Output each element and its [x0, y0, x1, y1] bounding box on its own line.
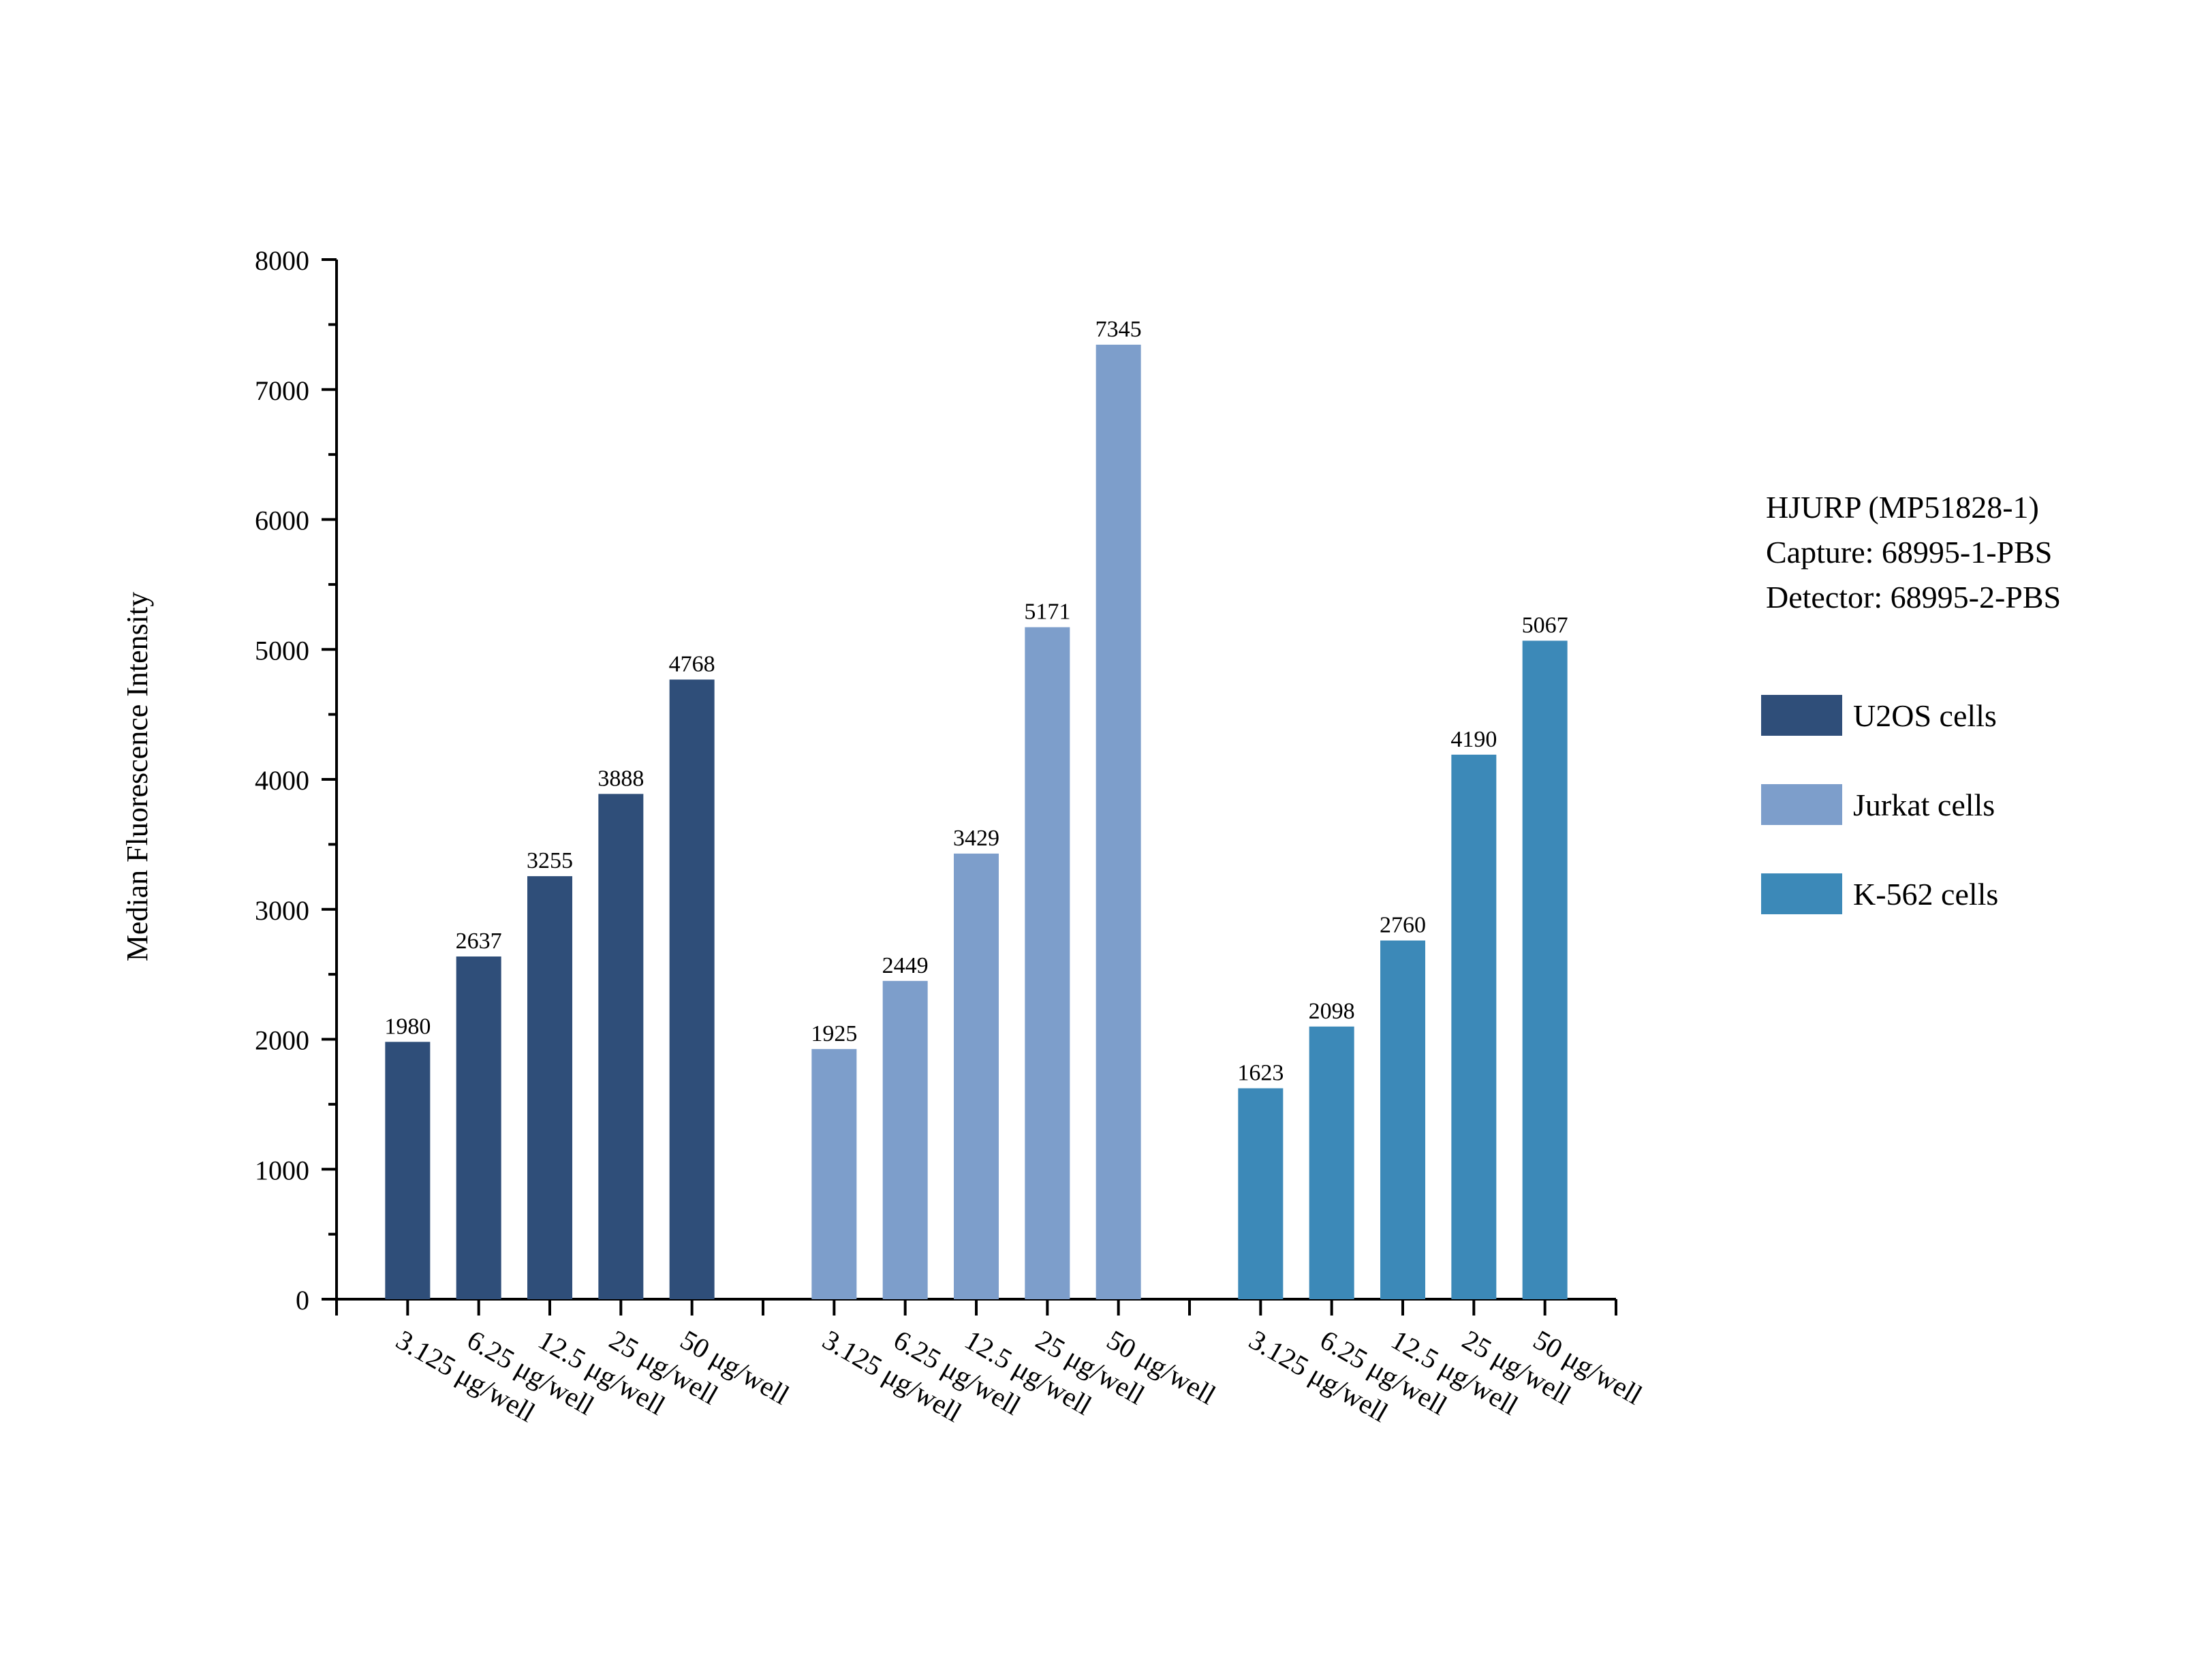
bar: [811, 1048, 857, 1299]
bar-value-label: 5067: [1522, 612, 1568, 638]
y-tick-label: 3000: [255, 895, 309, 926]
axes: 0 1000 2000 3000 4000 5000 6000 7000 8000: [255, 245, 1617, 1316]
bar-value-label: 2760: [1380, 913, 1426, 938]
bar: [1096, 344, 1141, 1299]
bar: [1522, 640, 1568, 1299]
bar-value-label: 3255: [527, 848, 573, 873]
bar: [1451, 754, 1497, 1299]
legend-swatch: [1761, 695, 1842, 736]
bar: [1025, 627, 1070, 1299]
y-tick-label: 0: [296, 1285, 309, 1316]
y-tick-label: 2000: [255, 1025, 309, 1056]
bar-value-label: 5171: [1024, 600, 1070, 625]
y-tick-label: 4000: [255, 765, 309, 796]
bar: [1380, 940, 1425, 1299]
y-axis-title: Median Fluorescence Intensity: [121, 592, 154, 962]
bars: [385, 344, 1568, 1299]
annotation-line: HJURP (MP51828-1): [1766, 490, 2039, 525]
legend-label: K-562 cells: [1853, 877, 1998, 912]
bar: [527, 876, 572, 1299]
annotation-line: Capture: 68995-1-PBS: [1766, 535, 2052, 570]
bar: [1238, 1088, 1284, 1299]
legend-swatch: [1761, 873, 1842, 914]
y-tick-label: 5000: [255, 635, 309, 666]
bar: [456, 956, 501, 1299]
bar: [954, 853, 999, 1299]
legend-swatch: [1761, 784, 1842, 825]
bar-value-label: 7345: [1096, 317, 1142, 342]
bar-value-label: 1925: [811, 1021, 857, 1046]
bar-value-label: 2637: [456, 929, 502, 954]
bar-value-label: 4768: [669, 652, 715, 677]
y-tick-label: 7000: [255, 375, 309, 406]
bar: [882, 980, 928, 1299]
bar: [385, 1042, 431, 1299]
bar-value-label: 2098: [1309, 999, 1355, 1024]
bar: [669, 679, 715, 1299]
legend: U2OS cells Jurkat cells K-562 cells: [1761, 695, 1998, 914]
bar-value-label: 4190: [1450, 727, 1497, 752]
bar: [1309, 1026, 1354, 1299]
annotation-line: Detector: 68995-2-PBS: [1766, 580, 2061, 615]
bar-value-label: 1623: [1237, 1060, 1284, 1085]
y-tick-label: 6000: [255, 505, 309, 536]
bar-value-label: 3888: [597, 766, 644, 791]
legend-label: U2OS cells: [1853, 698, 1997, 733]
bar-value-label: 1980: [384, 1014, 431, 1039]
bar-value-label: 3429: [953, 826, 999, 851]
annotation-block: HJURP (MP51828-1) Capture: 68995-1-PBS Det…: [1766, 490, 2061, 615]
y-tick-label: 8000: [255, 245, 309, 276]
y-tick-label: 1000: [255, 1155, 309, 1185]
bar-value-label: 2449: [882, 953, 929, 978]
legend-label: Jurkat cells: [1853, 788, 1995, 822]
bar: [598, 794, 644, 1299]
